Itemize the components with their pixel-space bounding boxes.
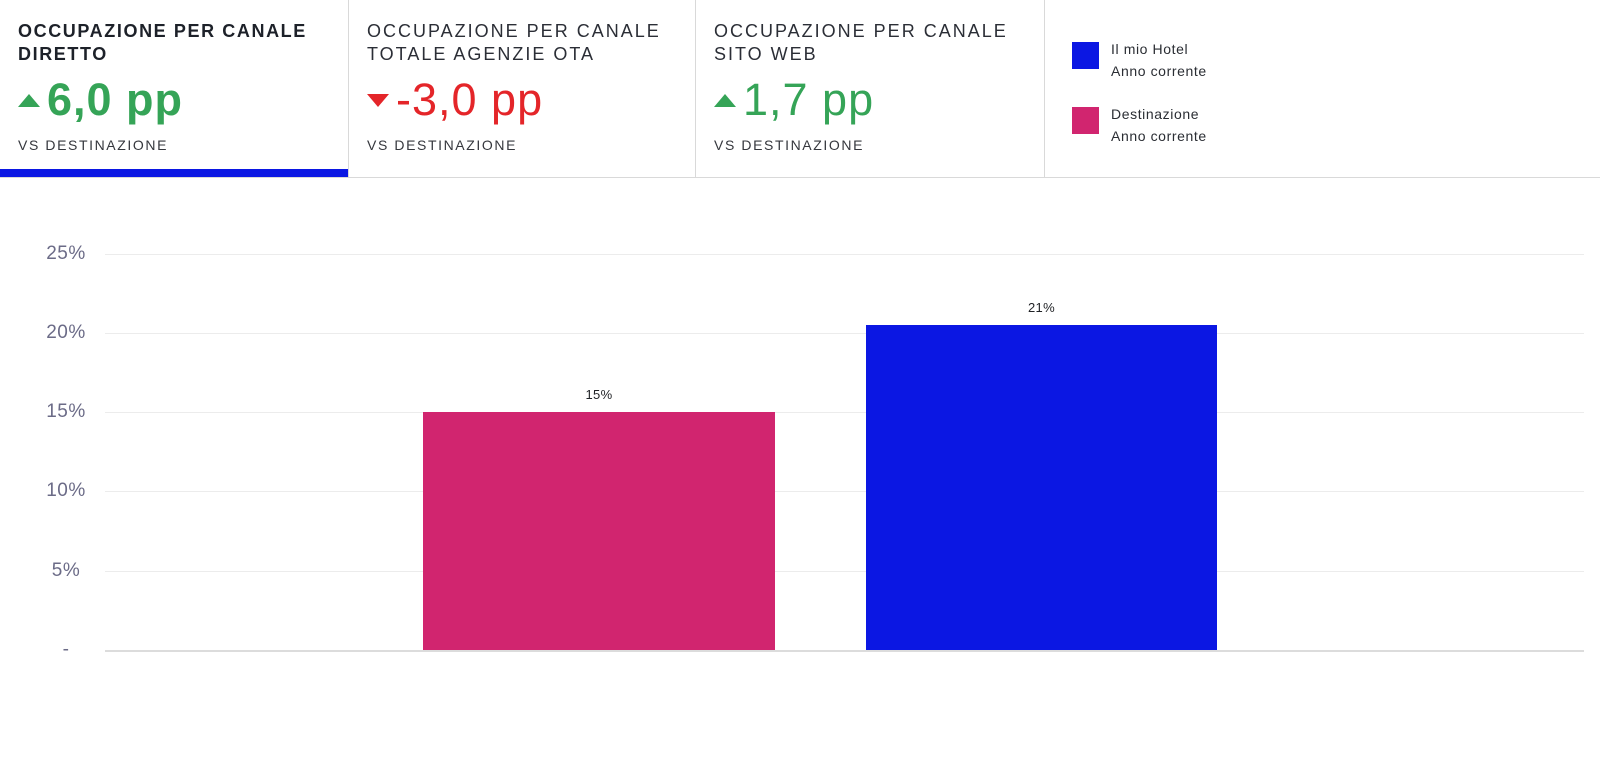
occupancy-bar-chart: 25% 20% 15% 10% 5% - 15% 21% [0, 178, 1600, 780]
kpi-delta-value: -3,0 pp [396, 74, 544, 125]
kpi-compare-label: VS DESTINAZIONE [18, 137, 169, 153]
y-axis-tick-label: 20% [46, 321, 86, 343]
bar-destinazione-anno-corrente[interactable] [423, 412, 775, 650]
kpi-delta-value: 1,7 pp [743, 74, 875, 125]
bar-value-label: 21% [1028, 300, 1055, 315]
kpi-title: OCCUPAZIONE PER CANALE TOTALE AGENZIE OTA [367, 20, 681, 66]
kpi-title-line: TOTALE AGENZIE OTA [367, 44, 596, 64]
legend-swatch-icon [1072, 42, 1099, 69]
chart-legend: Il mio Hotel Anno corrente Destinazione Ann… [1045, 0, 1600, 177]
kpi-compare-label: VS DESTINAZIONE [714, 137, 865, 153]
bar-value-label: 15% [585, 387, 613, 402]
y-axis-tick-label: 25% [46, 242, 86, 264]
kpi-tab-canale-diretto[interactable]: OCCUPAZIONE PER CANALE DIRETTO 6,0 pp VS DE… [0, 0, 349, 177]
active-tab-indicator [0, 169, 348, 177]
gridline [105, 332, 1584, 334]
kpi-title-line: OCCUPAZIONE PER CANALE [367, 21, 661, 41]
legend-sublabel: Anno corrente [1111, 128, 1207, 144]
gridline [105, 650, 1584, 652]
bar-il-mio-hotel-anno-corrente[interactable] [866, 325, 1217, 650]
kpi-compare-label: VS DESTINAZIONE [367, 137, 518, 153]
legend-label: Destinazione [1111, 106, 1200, 122]
kpi-title-line: DIRETTO [18, 44, 108, 64]
gridline [105, 253, 1584, 255]
kpi-delta: 1,7 pp [714, 77, 1030, 123]
gridline [105, 570, 1584, 572]
y-axis-tick-label: 10% [46, 480, 86, 502]
legend-label: Il mio Hotel [1111, 41, 1189, 57]
trend-down-icon [367, 93, 389, 107]
kpi-delta: -3,0 pp [367, 77, 681, 123]
trend-up-icon [714, 93, 736, 107]
legend-swatch-icon [1072, 107, 1099, 134]
kpi-title: OCCUPAZIONE PER CANALE SITO WEB [714, 20, 1030, 66]
kpi-title-line: SITO WEB [714, 44, 818, 64]
y-axis-tick-label: 15% [46, 401, 86, 423]
y-axis-tick-label: - [62, 639, 70, 660]
legend-sublabel: Anno corrente [1111, 63, 1207, 79]
kpi-tab-canale-totale-agenzie-ota[interactable]: OCCUPAZIONE PER CANALE TOTALE AGENZIE OTA… [349, 0, 696, 177]
gridline [105, 412, 1584, 414]
kpi-delta: 6,0 pp [18, 77, 334, 123]
gridline [105, 491, 1584, 493]
legend-item-destinazione[interactable]: Destinazione Anno corrente [1072, 106, 1590, 147]
legend-item-il-mio-hotel[interactable]: Il mio Hotel Anno corrente [1072, 41, 1590, 82]
kpi-title-line: OCCUPAZIONE PER CANALE [714, 21, 1008, 41]
trend-up-icon [18, 93, 40, 107]
y-axis-tick-label: 5% [51, 559, 81, 581]
kpi-tab-bar: OCCUPAZIONE PER CANALE DIRETTO 6,0 pp VS DE… [0, 0, 1600, 178]
legend-text: Destinazione Anno corrente [1111, 103, 1207, 147]
kpi-tab-canale-sito-web[interactable]: OCCUPAZIONE PER CANALE SITO WEB 1,7 pp VS D… [696, 0, 1045, 177]
legend-text: Il mio Hotel Anno corrente [1111, 38, 1207, 82]
kpi-title-line: OCCUPAZIONE PER CANALE [18, 21, 307, 41]
kpi-title: OCCUPAZIONE PER CANALE DIRETTO [18, 20, 334, 66]
kpi-delta-value: 6,0 pp [47, 74, 184, 125]
